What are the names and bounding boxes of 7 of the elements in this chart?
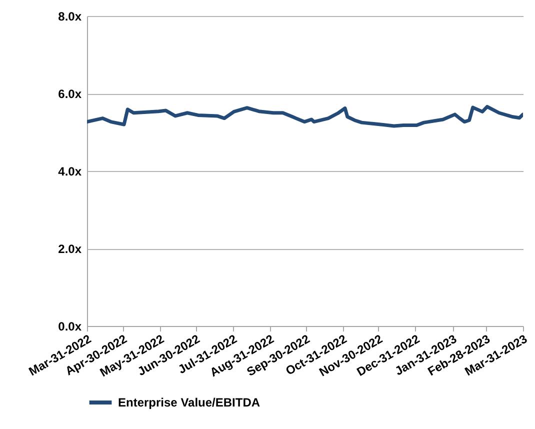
legend-label: Enterprise Value/EBITDA bbox=[118, 396, 260, 410]
y-tick-label: 2.0x bbox=[58, 242, 82, 256]
line-series bbox=[87, 104, 523, 128]
y-tick-label: 8.0x bbox=[58, 10, 82, 24]
y-tick-label: 6.0x bbox=[58, 87, 82, 101]
y-tick-label: 4.0x bbox=[58, 164, 82, 178]
y-tick-label: 0.0x bbox=[58, 320, 82, 334]
